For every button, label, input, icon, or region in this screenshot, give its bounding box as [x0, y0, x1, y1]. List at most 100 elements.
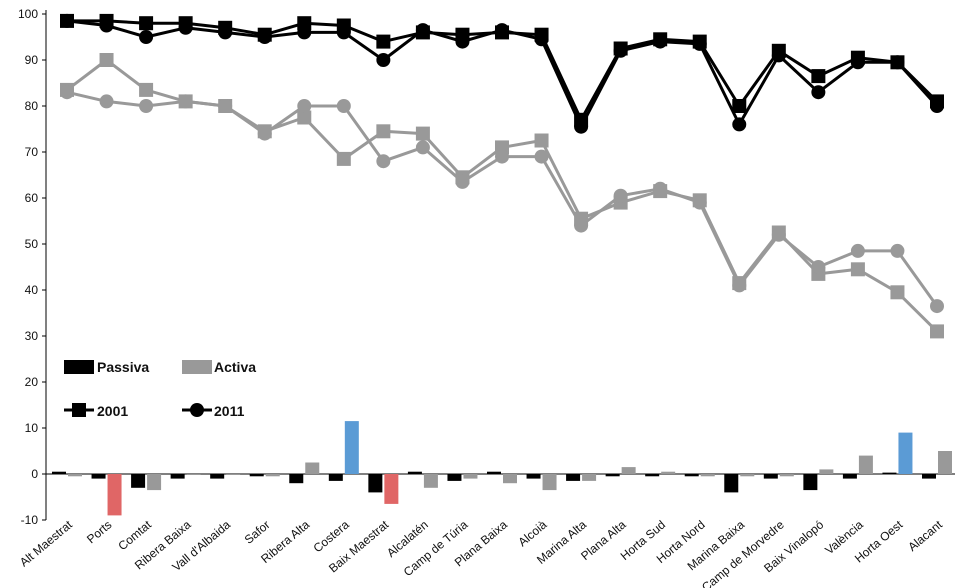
- point-passiva-2011: [139, 30, 154, 44]
- bar-activa-difference: [740, 474, 755, 477]
- bar-activa-difference: [344, 421, 359, 474]
- point-activa-2001: [850, 262, 865, 277]
- bar-passiva-difference: [289, 474, 304, 484]
- point-passiva-2011: [99, 18, 114, 33]
- point-activa-2011: [613, 188, 628, 203]
- point-activa-2011: [297, 99, 312, 113]
- y-tick-label: 90: [25, 53, 39, 67]
- point-passiva-2001: [811, 69, 826, 84]
- point-activa-2001: [890, 285, 905, 300]
- point-passiva-2001: [139, 16, 154, 31]
- y-tick-labels: -10 0 10 20 30 40 50 60 70 80 90 100: [18, 7, 38, 527]
- bar-passiva-difference: [763, 474, 778, 479]
- bar-activa-difference: [858, 455, 873, 474]
- y-tick-label: -10: [21, 513, 39, 527]
- point-passiva-2011: [336, 25, 351, 40]
- point-activa-2011: [139, 99, 154, 113]
- point-passiva-2011: [455, 34, 470, 49]
- bar-activa-difference: [700, 474, 715, 477]
- bar-activa-difference: [898, 432, 913, 474]
- bar-passiva-difference: [645, 474, 660, 477]
- category-label: Safor: [242, 518, 273, 547]
- point-passiva-2011: [257, 30, 272, 44]
- point-activa-2011: [415, 140, 430, 155]
- bar-activa-difference: [938, 451, 952, 474]
- bar-activa-difference: [463, 474, 478, 479]
- point-activa-2011: [811, 260, 826, 274]
- point-passiva-2011: [890, 55, 905, 70]
- bar-activa-difference: [423, 474, 438, 488]
- bar-activa-difference: [779, 474, 794, 477]
- category-label: Alacant: [905, 517, 945, 554]
- point-passiva-2011: [613, 43, 628, 58]
- bar-activa-difference: [265, 474, 280, 477]
- y-tick-label: 50: [25, 237, 39, 251]
- point-activa-2011: [455, 174, 470, 189]
- bar-activa-difference: [819, 469, 834, 474]
- point-passiva-2001: [376, 34, 391, 49]
- point-activa-2001: [297, 110, 312, 125]
- point-passiva-2011: [297, 25, 312, 40]
- point-activa-2011: [653, 181, 668, 196]
- bar-passiva-difference: [52, 471, 66, 474]
- point-activa-2011: [218, 99, 233, 113]
- bar-activa-difference: [305, 462, 320, 474]
- bar-passiva-difference: [368, 474, 383, 493]
- legend: Passiva Activa 2001 2011: [64, 359, 256, 419]
- legend-activa-label: Activa: [214, 359, 256, 375]
- bar-passiva-difference: [842, 474, 857, 479]
- point-passiva-2001: [732, 99, 747, 113]
- point-activa-2011: [850, 243, 865, 258]
- difference-bars: [52, 421, 952, 516]
- y-tick-label: 30: [25, 329, 39, 343]
- point-passiva-2011: [850, 55, 865, 70]
- point-activa-2011: [890, 243, 905, 258]
- point-passiva-2011: [178, 20, 193, 35]
- point-passiva-2011: [930, 99, 944, 113]
- bar-passiva-difference: [526, 474, 541, 479]
- bar-activa-difference: [582, 474, 597, 481]
- y-tick-label: 10: [25, 421, 39, 435]
- point-passiva-2011: [534, 32, 549, 47]
- series-markers: [60, 13, 944, 339]
- y-tick-label: 60: [25, 191, 39, 205]
- point-activa-2011: [376, 154, 391, 169]
- bar-activa-difference: [147, 474, 162, 491]
- legend-2011-label: 2011: [214, 403, 245, 419]
- bar-passiva-difference: [407, 471, 422, 474]
- point-activa-2011: [732, 278, 747, 293]
- point-activa-2011: [930, 299, 944, 314]
- point-passiva-2011: [732, 117, 747, 132]
- legend-2001-label: 2001: [97, 403, 128, 419]
- bar-activa-difference: [186, 474, 201, 475]
- point-activa-2001: [415, 126, 430, 141]
- bar-activa-difference: [384, 474, 399, 504]
- bar-activa-difference: [661, 471, 676, 474]
- series-line-activa-circle: [66, 90, 939, 307]
- legend-2011-marker: [190, 403, 204, 417]
- series-lines: [66, 19, 939, 333]
- point-activa-2001: [139, 82, 154, 97]
- bar-passiva-difference: [566, 474, 581, 481]
- point-passiva-2011: [60, 13, 74, 28]
- y-tick-label: 70: [25, 145, 39, 159]
- legend-2001-marker: [72, 403, 86, 417]
- y-tick-label: 40: [25, 283, 39, 297]
- y-tick-label: 100: [18, 7, 38, 21]
- y-tick-label: 80: [25, 99, 39, 113]
- point-activa-2011: [692, 195, 707, 210]
- bar-passiva-difference: [210, 474, 225, 479]
- category-label: Ports: [84, 518, 114, 547]
- point-activa-2011: [257, 126, 272, 141]
- legend-passiva-label: Passiva: [97, 359, 149, 375]
- point-passiva-2011: [692, 36, 707, 51]
- point-passiva-2011: [574, 119, 589, 134]
- bar-activa-difference: [503, 474, 517, 484]
- category-label: Alcoià: [515, 517, 549, 549]
- point-passiva-2011: [653, 34, 668, 49]
- bar-passiva-difference: [447, 474, 462, 481]
- bar-activa-difference: [107, 474, 122, 516]
- point-activa-2011: [99, 94, 114, 109]
- bar-passiva-difference: [684, 474, 699, 477]
